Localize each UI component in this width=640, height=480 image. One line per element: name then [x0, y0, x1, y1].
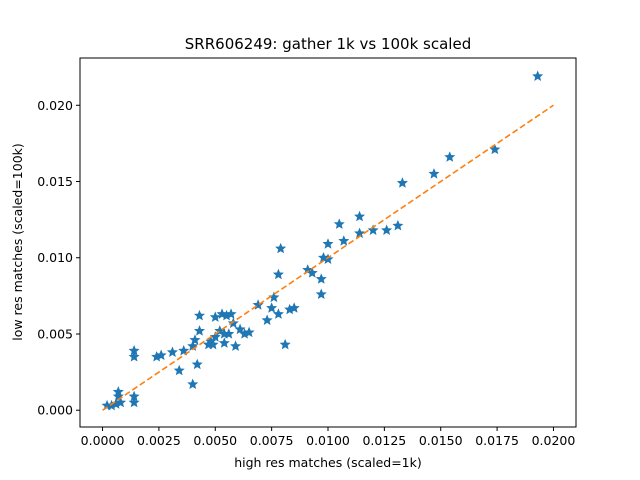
x-tick-label: 0.0150: [419, 433, 463, 448]
scatter-point: [227, 317, 239, 328]
x-tick-label: 0.0050: [193, 433, 237, 448]
chart-title: SRR606249: gather 1k vs 100k scaled: [185, 35, 471, 53]
scatter-point: [230, 340, 242, 351]
reference-line: [102, 104, 554, 411]
scatter-point: [115, 396, 127, 408]
x-tick-label: 0.0000: [81, 433, 125, 448]
scatter-point: [268, 291, 280, 303]
scatter-point: [275, 242, 287, 254]
scatter-point: [209, 331, 221, 342]
scatter-point: [128, 351, 140, 362]
y-axis-label: low res matches (scaled=100k): [10, 143, 25, 341]
scatter-point: [315, 288, 327, 300]
x-tick-label: 0.0125: [362, 433, 406, 448]
scatter-point: [209, 311, 221, 322]
scatter-point: [279, 338, 291, 350]
scatter-point: [367, 224, 379, 235]
y-tick-label: 0.005: [37, 326, 73, 341]
scatter-point: [261, 314, 273, 325]
scatter-point: [322, 238, 334, 249]
scatter-point: [266, 302, 278, 313]
scatter-point: [191, 358, 203, 370]
scatter-point: [207, 338, 219, 350]
scatter-point: [315, 273, 327, 284]
scatter-point: [189, 334, 201, 345]
scatter-point: [338, 235, 350, 246]
scatter-point: [381, 224, 393, 235]
y-tick-label: 0.015: [37, 174, 73, 189]
scatter-point: [234, 323, 246, 335]
scatter-point: [288, 302, 300, 313]
y-tick-label: 0.010: [37, 250, 73, 265]
scatter-point: [392, 219, 404, 231]
scatter-point: [128, 396, 140, 408]
scatter-point: [128, 390, 140, 402]
scatter-point: [225, 308, 237, 319]
scatter-point: [193, 309, 205, 321]
scatter-point: [173, 364, 185, 376]
x-axis: 0.0000 0.0025 0.0050 0.0075 0.0100 0.0125 0.01…: [81, 427, 576, 448]
scatter-point: [354, 210, 366, 222]
x-tick-label: 0.0175: [475, 433, 519, 448]
y-axis: 0.000 0.005 0.010 0.015 0.020: [37, 98, 80, 418]
x-tick-label: 0.0025: [137, 433, 181, 448]
y-tick-label: 0.020: [37, 98, 73, 113]
scatter-point: [187, 378, 199, 389]
scatter-point: [272, 268, 284, 280]
x-tick-label: 0.0100: [306, 433, 350, 448]
scatter-point: [428, 168, 440, 179]
scatter-point: [166, 346, 178, 357]
scatter-point: [155, 349, 167, 361]
x-tick-label: 0.0200: [532, 433, 576, 448]
scatter-point: [218, 337, 230, 348]
x-tick-label: 0.0075: [250, 433, 294, 448]
scatter-point: [243, 326, 255, 338]
scatter-point: [128, 344, 140, 356]
scatter-point: [322, 253, 334, 264]
scatter-point: [333, 218, 345, 229]
x-axis-label: high res matches (scaled=1k): [234, 455, 422, 470]
plot-layer: [101, 70, 554, 411]
y-tick-label: 0.000: [37, 403, 73, 418]
scatter-point: [193, 325, 205, 336]
scatter-point: [223, 328, 235, 339]
scatter-point: [272, 308, 284, 319]
scatter-point: [396, 177, 408, 188]
scatter-point: [532, 70, 544, 81]
scatter-point: [444, 151, 456, 162]
scatter-point: [178, 344, 190, 356]
